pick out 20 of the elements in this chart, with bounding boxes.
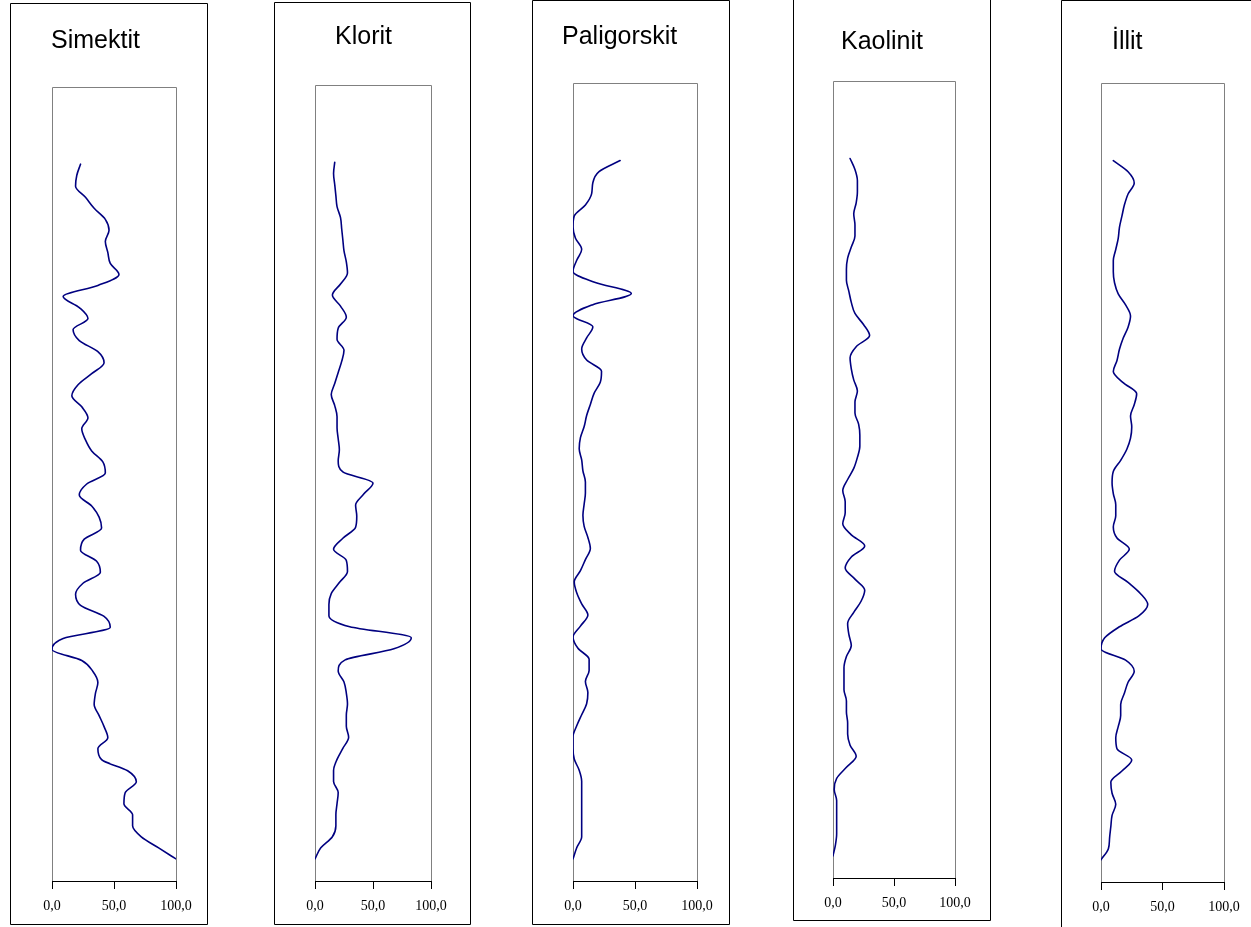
x-tick-label: 100,0 <box>415 898 447 914</box>
x-tick-label: 50,0 <box>881 895 907 911</box>
x-tick-label: 50,0 <box>1150 899 1175 915</box>
chart-title: Paligorskit <box>562 21 678 49</box>
x-tick-label: 50,0 <box>360 898 386 914</box>
x-tick-label: 100,0 <box>939 895 971 911</box>
x-tick-label: 50,0 <box>101 898 127 914</box>
chart-title: Klorit <box>335 21 392 49</box>
x-tick-label: 50,0 <box>622 898 648 914</box>
x-tick-label: 100,0 <box>160 898 192 914</box>
x-tick-label: 0,0 <box>1092 899 1110 915</box>
x-tick-label: 0,0 <box>564 898 582 914</box>
chart-title: Kaolinit <box>841 26 923 54</box>
chart-title: Simektit <box>51 25 140 53</box>
x-tick-label: 0,0 <box>43 898 61 914</box>
x-tick-label: 100,0 <box>681 898 713 914</box>
x-tick-label: 0,0 <box>306 898 324 914</box>
chart-title: İllit <box>1112 26 1143 54</box>
x-tick-label: 100,0 <box>1208 899 1240 915</box>
x-tick-label: 0,0 <box>824 895 842 911</box>
